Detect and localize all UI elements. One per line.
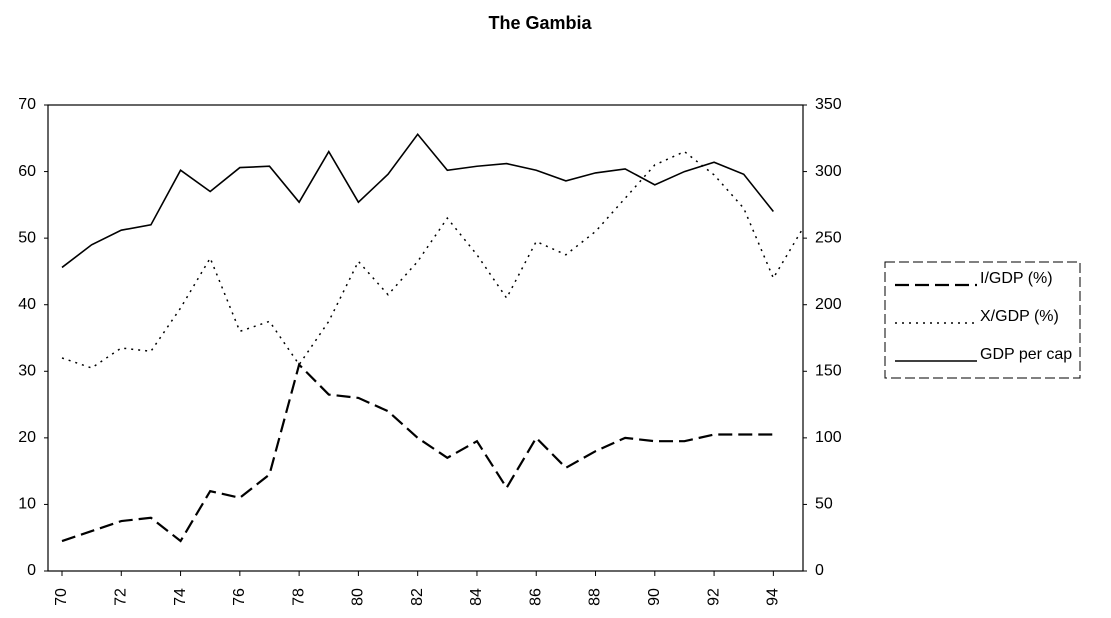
- legend-label: I/GDP (%): [980, 270, 1053, 287]
- chart-title: The Gambia: [488, 13, 592, 33]
- x-tick-label: 80: [350, 588, 367, 606]
- y2-tick-label: 350: [815, 96, 842, 113]
- plot-frame: [47, 104, 804, 572]
- x-tick-label: 76: [231, 588, 248, 606]
- x-tick-label: 72: [112, 588, 129, 606]
- x-tick-label: 92: [705, 588, 722, 606]
- x-tick-label: 78: [290, 588, 307, 606]
- x-tick-label: 86: [527, 588, 544, 606]
- x-tick-label: 88: [587, 588, 604, 606]
- y-tick-label: 0: [27, 562, 36, 579]
- y2-tick-label: 200: [815, 296, 842, 313]
- x-tick-label: 74: [172, 588, 189, 606]
- y-tick-label: 40: [18, 296, 36, 313]
- series-line: [61, 362, 774, 543]
- x-tick-label: 90: [646, 588, 663, 606]
- y-tick-label: 50: [18, 229, 36, 246]
- y-tick-label: 70: [18, 96, 36, 113]
- series-line: [61, 150, 804, 369]
- x-tick-label: 70: [53, 588, 70, 606]
- y2-tick-label: 100: [815, 429, 842, 446]
- y2-tick-label: 250: [815, 229, 842, 246]
- series-line: [61, 132, 774, 269]
- y2-tick-label: 300: [815, 163, 842, 180]
- legend-box: [884, 261, 1081, 379]
- y-tick-label: 10: [18, 496, 36, 513]
- y2-tick-label: 0: [815, 562, 824, 579]
- x-tick-label: 84: [468, 588, 485, 606]
- legend-label: X/GDP (%): [980, 308, 1059, 325]
- y-tick-label: 30: [18, 363, 36, 380]
- x-tick-label: 94: [765, 588, 782, 606]
- y-tick-label: 20: [18, 429, 36, 446]
- y2-tick-label: 150: [815, 363, 842, 380]
- x-tick-label: 82: [409, 588, 426, 606]
- y2-tick-label: 50: [815, 496, 833, 513]
- y-tick-label: 60: [18, 163, 36, 180]
- legend-label: GDP per cap: [980, 346, 1072, 363]
